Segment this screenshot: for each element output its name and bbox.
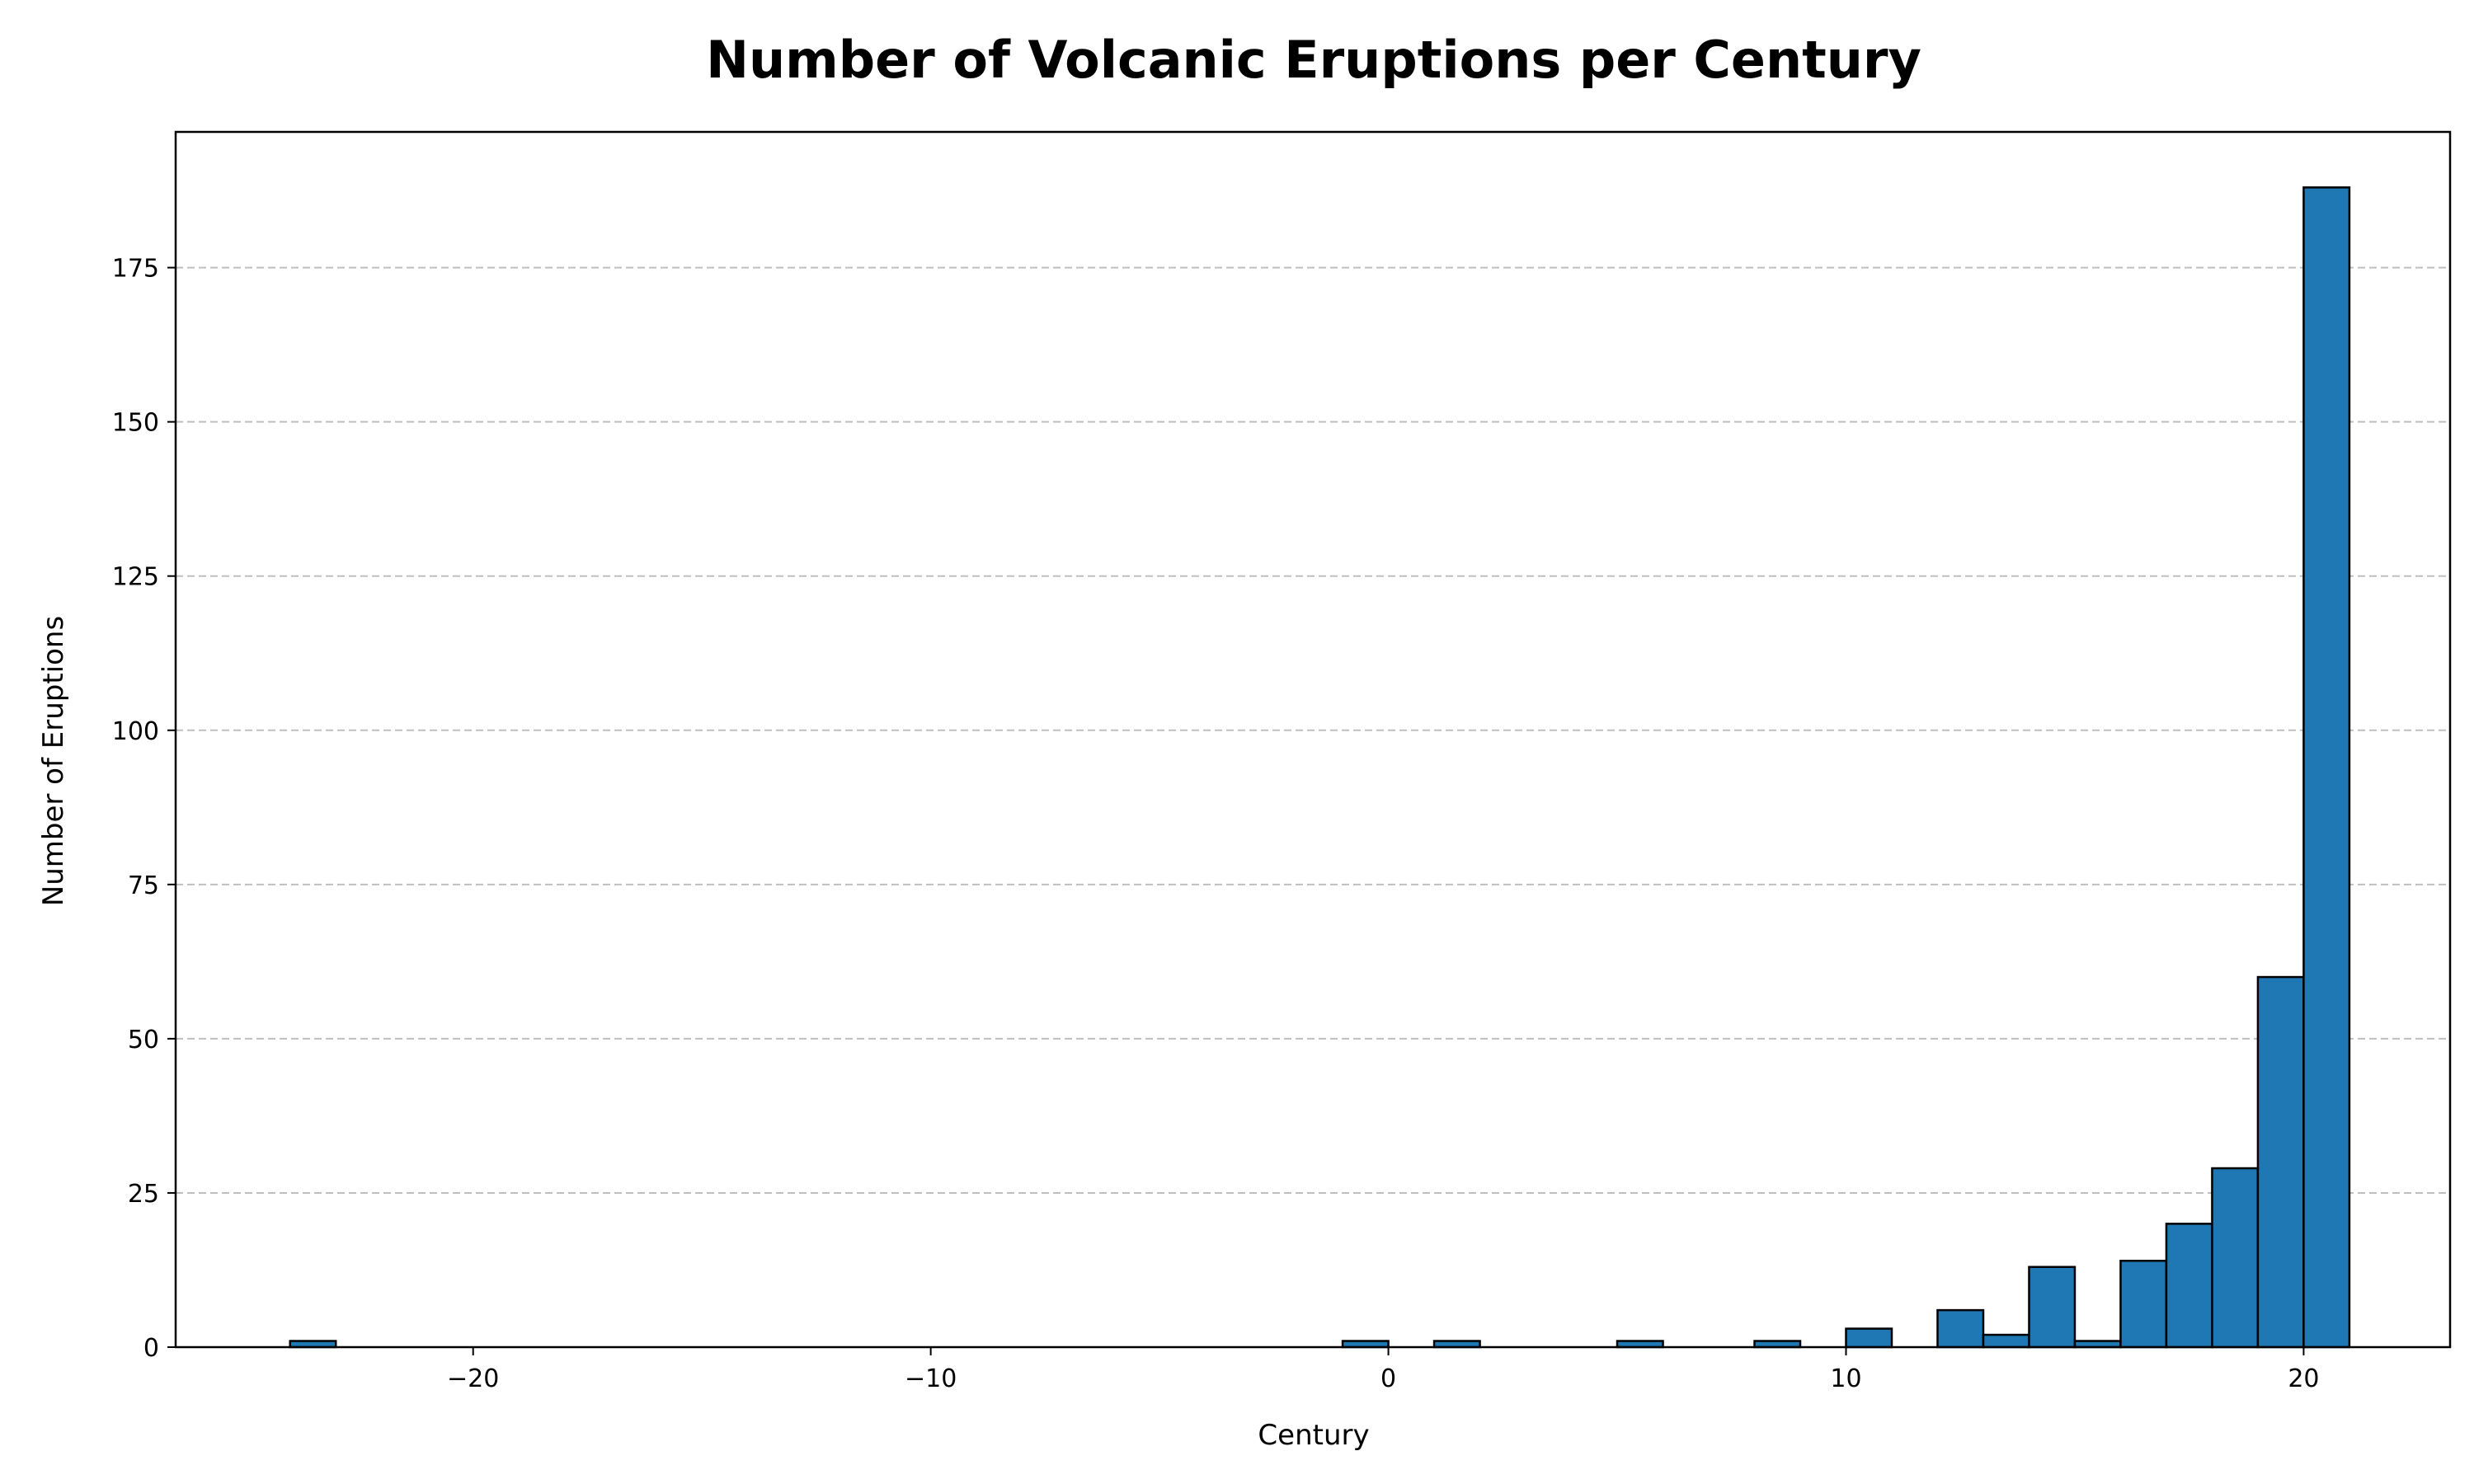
y-tick-label: 100: [112, 717, 159, 746]
y-tick-label: 50: [128, 1026, 159, 1054]
histogram-bar: [1845, 1327, 1893, 1349]
histogram-bar: [1982, 1333, 2030, 1349]
histogram-bar: [2256, 975, 2305, 1349]
y-axis-ticks: 0 25 50 75 100 125 150 175: [112, 255, 176, 1363]
y-tick-label: 175: [112, 255, 159, 284]
x-tick-label: −20: [447, 1364, 499, 1393]
histogram-bar: [1936, 1308, 1985, 1349]
y-tick-label: 25: [128, 1180, 159, 1209]
histogram-bars: [289, 186, 2351, 1349]
grid-lines: [176, 266, 2450, 1194]
x-tick-label: 20: [2288, 1364, 2319, 1393]
plot-area-frame: [174, 130, 2452, 1349]
y-tick-label: 150: [112, 409, 159, 438]
y-tick-label: 75: [128, 871, 159, 900]
histogram-bar: [2302, 186, 2351, 1349]
y-tick-label: 125: [112, 563, 159, 592]
histogram-bar: [2211, 1167, 2260, 1349]
x-tick-label: −10: [905, 1364, 957, 1393]
x-tick-label: 0: [1380, 1364, 1396, 1393]
y-tick-label: 0: [143, 1334, 159, 1363]
chart-title: Number of Volcanic Eruptions per Century: [706, 30, 1921, 90]
x-axis-label: Century: [1258, 1419, 1369, 1452]
x-tick-label: 10: [1830, 1364, 1861, 1393]
histogram-bar: [2119, 1259, 2168, 1349]
x-axis-ticks: −20 −10 0 10 20: [447, 1347, 2320, 1393]
y-axis-label: Number of Eruptions: [37, 616, 70, 906]
histogram-bar: [2165, 1223, 2213, 1349]
histogram-bar: [2028, 1266, 2077, 1349]
